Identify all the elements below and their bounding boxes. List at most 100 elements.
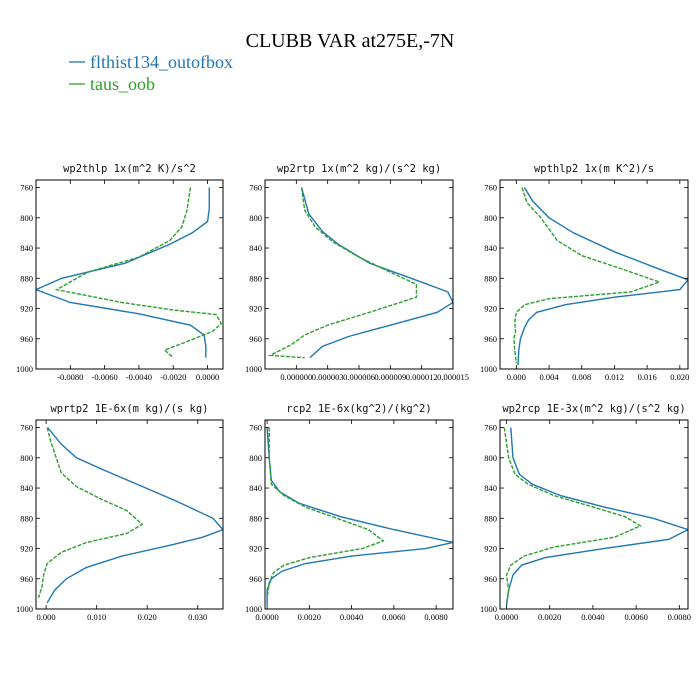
y-tick-label: 960 (484, 574, 497, 584)
y-tick-label: 920 (249, 544, 262, 554)
chart-panel-5: wp2rcp 1E-3x(m^2 kg)/(s^2 kg) 760 800 840 88… (480, 403, 691, 622)
y-tick-label: 760 (20, 183, 33, 193)
y-tick-label: 840 (20, 243, 33, 253)
chart-panel-3: wprtp2 1E-6x(m kg)/(s kg) 760 800 840 880 920… (16, 403, 224, 622)
y-tick-label: 960 (249, 574, 262, 584)
y-tick-label: 880 (484, 273, 497, 283)
series-line-taus_oob (267, 187, 418, 359)
y-tick-label: 760 (484, 183, 497, 193)
y-tick-label: 800 (20, 213, 33, 223)
y-tick-label: 960 (484, 334, 497, 344)
plot-frame (264, 419, 454, 610)
chart-panel-1: wp2rtp 1x(m^2 kg)/(s^2 kg) 760 800 840 880 92… (245, 163, 469, 382)
plot-frame (35, 419, 224, 610)
y-tick-label: 840 (484, 483, 497, 493)
y-tick-label: 840 (249, 483, 262, 493)
x-tick-label: 0.000 (507, 372, 526, 382)
y-tick-label: 760 (20, 423, 33, 433)
x-tick-label: 0.0020 (298, 612, 321, 622)
x-tick-label: 0.0080 (668, 612, 691, 622)
y-tick-label: 920 (20, 544, 33, 554)
y-tick-label: 880 (249, 273, 262, 283)
x-tick-label: 0.000 (37, 612, 56, 622)
x-tick-label: 0.020 (138, 612, 157, 622)
y-tick-label: 960 (249, 334, 262, 344)
plot-frame (499, 419, 689, 610)
y-tick-label: 760 (484, 423, 497, 433)
x-tick-label: -0.0060 (92, 372, 118, 382)
x-tick-label: 0.000012 (406, 372, 438, 382)
x-tick-label: 0.0040 (340, 612, 363, 622)
y-tick-label: 880 (249, 513, 262, 523)
x-tick-label: -0.0040 (126, 372, 152, 382)
series-line-taus_oob (54, 187, 223, 359)
y-tick-label: 1000 (245, 364, 262, 374)
x-tick-label: 0.020 (670, 372, 689, 382)
panel-title: wp2rcp 1E-3x(m^2 kg)/(s^2 kg) (502, 403, 685, 415)
y-tick-label: 840 (484, 243, 497, 253)
series-line-flthist134_outofbox (36, 187, 210, 358)
x-tick-label: 0.0040 (581, 612, 604, 622)
legend-label-1: taus_oob (90, 74, 155, 94)
y-tick-label: 800 (249, 213, 262, 223)
series-line-flthist134_outofbox (505, 427, 688, 606)
x-tick-label: 0.0000 (196, 372, 219, 382)
chart-panel-2: wpthlp2 1x(m K^2)/s 760 800 840 880 920 960 100… (480, 163, 689, 382)
y-tick-label: 1000 (16, 364, 33, 374)
y-tick-label: 920 (249, 304, 262, 314)
chart-panel-0: wp2thlp 1x(m^2 K)/s^2 760 800 840 880 920 960 1… (16, 163, 224, 382)
x-tick-label: -0.0080 (57, 372, 83, 382)
x-tick-label: 0.000006 (343, 372, 375, 382)
x-tick-label: 0.000015 (437, 372, 469, 382)
x-tick-label: 0.0080 (424, 612, 447, 622)
legend: flthist134_outofbox taus_oob (69, 52, 233, 94)
x-tick-label: 0.000003 (312, 372, 344, 382)
series-line-flthist134_outofbox (266, 427, 453, 606)
y-tick-label: 880 (484, 513, 497, 523)
y-tick-label: 800 (249, 453, 262, 463)
x-tick-label: 0.0060 (382, 612, 405, 622)
y-tick-label: 840 (20, 483, 33, 493)
y-tick-label: 1000 (480, 604, 497, 614)
y-tick-label: 800 (484, 213, 497, 223)
series-line-taus_oob (37, 427, 144, 598)
legend-label-0: flthist134_outofbox (90, 52, 233, 72)
y-tick-label: 800 (20, 453, 33, 463)
x-tick-label: -0.0020 (160, 372, 186, 382)
panel-title: rcp2 1E-6x(kg^2)/(kg^2) (286, 403, 431, 415)
plot-frame (499, 179, 689, 370)
x-tick-label: 0.012 (605, 372, 624, 382)
y-tick-label: 1000 (480, 364, 497, 374)
y-tick-label: 880 (20, 273, 33, 283)
panel-title: wpthlp2 1x(m K^2)/s (534, 163, 654, 175)
y-tick-label: 960 (20, 334, 33, 344)
series-line-flthist134_outofbox (517, 187, 688, 366)
panel-title: wp2thlp 1x(m^2 K)/s^2 (63, 163, 196, 175)
y-tick-label: 800 (484, 453, 497, 463)
x-tick-label: 0.0000 (495, 612, 518, 622)
y-tick-label: 960 (20, 574, 33, 584)
panel-grid: wp2thlp 1x(m^2 K)/s^2 760 800 840 880 920 960 1… (16, 163, 691, 622)
panel-title: wp2rtp 1x(m^2 kg)/(s^2 kg) (277, 163, 441, 175)
x-tick-label: 0.000000 (280, 372, 312, 382)
y-tick-label: 1000 (16, 604, 33, 614)
x-tick-label: 0.008 (572, 372, 591, 382)
series-line-flthist134_outofbox (300, 187, 453, 359)
y-tick-label: 920 (484, 304, 497, 314)
plot-frame (35, 179, 224, 370)
chart-panel-4: rcp2 1E-6x(kg^2)/(kg^2) 760 800 840 880 920 96… (245, 403, 454, 622)
series-line-taus_oob (266, 427, 385, 598)
x-tick-label: 0.0020 (538, 612, 561, 622)
panel-title: wprtp2 1E-6x(m kg)/(s kg) (50, 403, 208, 415)
y-tick-label: 760 (249, 183, 262, 193)
x-tick-label: 0.0060 (624, 612, 647, 622)
y-tick-label: 920 (20, 304, 33, 314)
y-tick-label: 920 (484, 544, 497, 554)
y-tick-label: 760 (249, 423, 262, 433)
x-tick-label: 0.004 (539, 372, 559, 382)
series-line-flthist134_outofbox (46, 427, 223, 604)
x-tick-label: 0.016 (638, 372, 657, 382)
x-tick-label: 0.030 (188, 612, 207, 622)
figure-title: CLUBB VAR at275E,-7N (246, 30, 455, 52)
